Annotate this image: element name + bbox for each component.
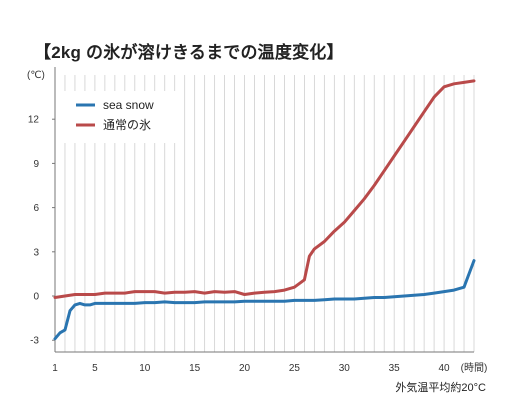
x-tick-label: 30 <box>339 363 351 374</box>
x-tick-label: 35 <box>389 363 401 374</box>
legend-box <box>64 91 176 143</box>
series-line-2 <box>53 79 476 299</box>
x-tick-label: 20 <box>239 363 251 374</box>
footnote: 外気温平均約20°C <box>395 382 486 394</box>
legend-label: sea snow <box>103 98 154 112</box>
legend-label: 通常の氷 <box>103 118 151 132</box>
x-axis-label: (時間) <box>461 362 488 374</box>
y-tick-label: -3 <box>30 336 39 347</box>
x-tick-label: 40 <box>439 363 451 374</box>
y-tick-label: 12 <box>28 115 40 126</box>
series-line-1 <box>53 259 476 341</box>
chart-title: 【2kg の氷が溶けきるまでの温度変化】 <box>34 43 344 62</box>
x-tick-label: 25 <box>289 363 301 374</box>
x-tick-label: 1 <box>52 363 58 374</box>
x-tick-label: 5 <box>92 363 98 374</box>
y-axis-label: (℃) <box>27 70 45 81</box>
x-tick-label: 10 <box>139 363 151 374</box>
x-tick-label: 15 <box>189 363 201 374</box>
y-tick-label: 0 <box>33 292 39 303</box>
y-tick-label: 6 <box>33 203 39 214</box>
y-tick-label: 9 <box>33 159 39 170</box>
y-tick-label: 3 <box>33 247 39 258</box>
